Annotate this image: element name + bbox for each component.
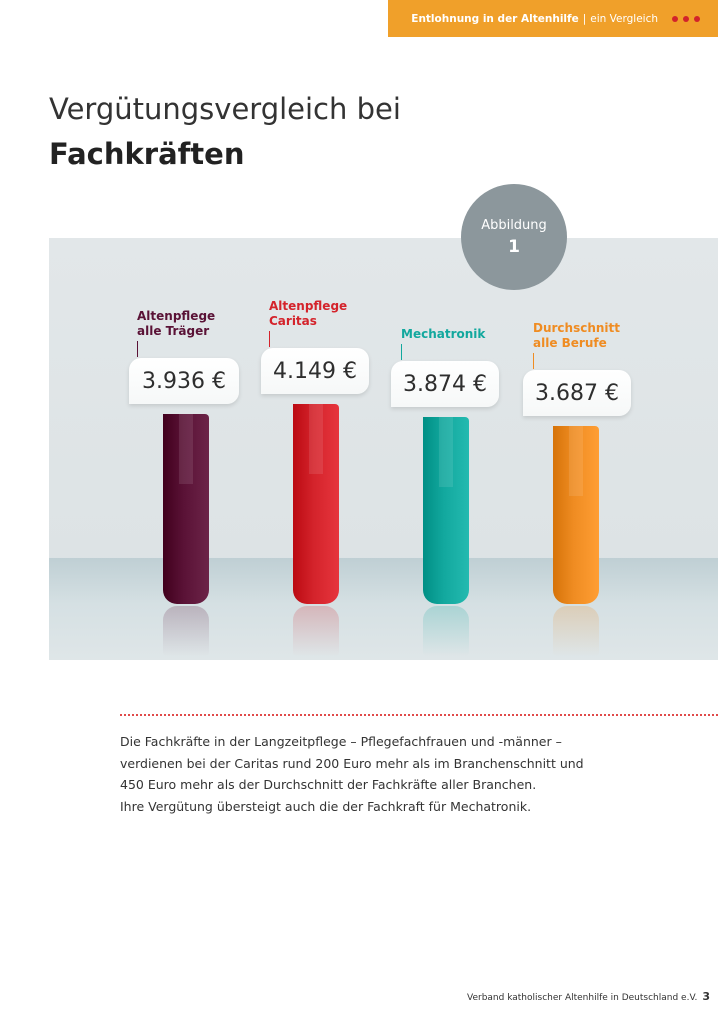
category-label-line: Altenpflege — [137, 309, 216, 324]
body-text: Die Fachkräfte in der Langzeitpflege – P… — [120, 731, 640, 817]
bar — [423, 417, 469, 604]
bar-reflection — [553, 606, 599, 656]
bar-highlight — [569, 426, 583, 497]
chart-panel: 3.936 € Altenpflege alle Träger 4.149 € Alte… — [49, 238, 718, 660]
header-dots-icon — [672, 15, 700, 22]
header-section: Entlohnung in der Altenhilfe — [411, 12, 579, 25]
bar-reflection — [163, 606, 209, 656]
bar-value-label: 4.149 € — [261, 348, 369, 394]
category-label: Mechatronik — [401, 327, 485, 342]
chart-floor — [49, 558, 718, 660]
bar-value-label: 3.874 € — [391, 361, 499, 408]
bar — [163, 414, 209, 604]
header-tab: Entlohnung in der Altenhilfe | ein Vergl… — [388, 0, 718, 37]
category-label-line: Altenpflege — [269, 299, 348, 313]
page-title-line1: Vergütungsvergleich bei — [49, 92, 401, 126]
bar-chart: 3.936 € Altenpflege alle Träger 4.149 € Alte… — [49, 238, 718, 660]
dot-icon — [694, 15, 700, 22]
dotted-divider — [120, 714, 718, 716]
footer: Verband katholischer Altenhilfe in Deuts… — [467, 990, 710, 1003]
figure-badge-number: 1 — [508, 236, 520, 257]
category-label-line: Mechatronik — [401, 327, 486, 342]
category-label-line: alle Berufe — [533, 336, 607, 351]
dot-icon — [672, 15, 678, 22]
body-line: verdienen bei der Caritas rund 200 Euro … — [120, 755, 584, 771]
category-label-line: Durchschnitt — [533, 321, 621, 336]
category-label-line: alle Träger — [137, 324, 210, 339]
figure-badge: Abbildung 1 — [461, 184, 567, 290]
bar-highlight — [309, 404, 323, 474]
label-tick — [533, 353, 534, 370]
page-number: 3 — [702, 990, 710, 1003]
label-tick — [269, 331, 270, 347]
page-title-line2: Fachkräften — [49, 137, 245, 171]
body-line: Ihre Vergütung übersteigt auch die der F… — [120, 798, 532, 814]
bar — [553, 426, 599, 604]
label-tick — [401, 344, 402, 361]
body-line: 450 Euro mehr als der Durchschnitt der F… — [120, 777, 537, 792]
category-label-line: Caritas — [269, 314, 317, 328]
body-line: Die Fachkräfte in der Langzeitpflege – P… — [120, 734, 562, 749]
header-separator: | — [582, 12, 587, 25]
figure-badge-label: Abbildung — [481, 217, 547, 233]
bar-reflection — [293, 606, 339, 656]
dot-icon — [683, 15, 689, 22]
bar-reflection — [423, 606, 469, 656]
header-subsection: ein Vergleich — [590, 12, 658, 25]
bar-value-label: 3.687 € — [523, 370, 631, 417]
footer-publisher: Verband katholischer Altenhilfe in Deuts… — [467, 993, 698, 1003]
bar-value-label: 3.936 € — [129, 358, 239, 405]
category-label: Durchschnitt alle Berufe — [533, 321, 620, 351]
bar-highlight — [439, 417, 453, 488]
category-label: Altenpflege alle Träger — [137, 309, 215, 339]
bar-highlight — [179, 414, 193, 485]
bar — [293, 404, 339, 604]
label-tick — [137, 341, 138, 358]
category-label: Altenpflege Caritas — [269, 299, 347, 329]
